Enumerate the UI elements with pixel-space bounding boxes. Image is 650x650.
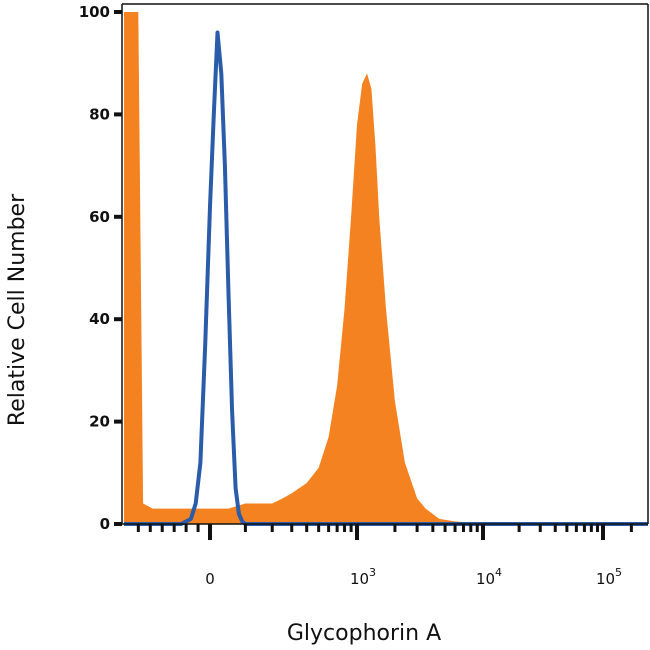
y-tick-label: 20: [89, 413, 110, 431]
y-tick-label: 40: [89, 310, 110, 328]
x-tick-label: 104: [476, 566, 502, 588]
y-tick-label: 60: [89, 208, 110, 226]
y-axis-title: Relative Cell Number: [5, 193, 30, 426]
y-tick-label: 100: [79, 3, 110, 21]
y-tick-label: 80: [89, 105, 110, 123]
plot-area: [124, 12, 648, 526]
x-axis-title: Glycophorin A: [287, 621, 441, 646]
x-tick-label: 0: [205, 570, 215, 588]
x-tick-label: 105: [596, 566, 622, 588]
stained-histogram-area: [124, 12, 648, 524]
y-axis-ticks: 0 20 40 60 80 100: [79, 3, 122, 533]
y-tick-label: 0: [100, 515, 110, 533]
x-axis-ticks: 0 103 104 105: [136, 524, 633, 588]
x-tick-label: 103: [350, 566, 376, 588]
